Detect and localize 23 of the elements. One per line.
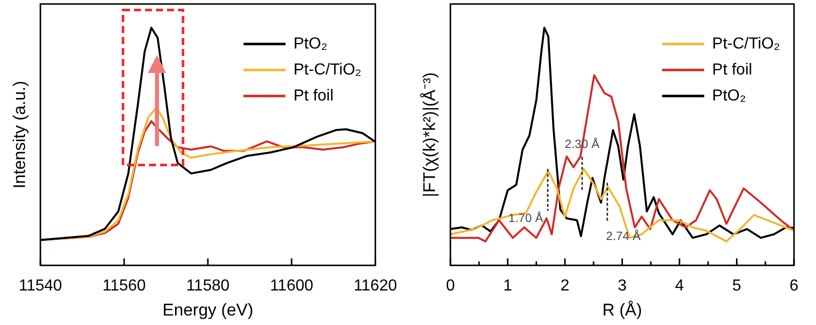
legend-label: PtO₂ xyxy=(712,87,746,104)
x-tick-label: 3 xyxy=(618,277,627,294)
x-tick-label: 1 xyxy=(503,277,512,294)
x-tick-label: 0 xyxy=(446,277,455,294)
legend-label: Pt-C/TiO₂ xyxy=(712,35,780,52)
x-tick-label: 4 xyxy=(675,277,684,294)
x-tick-label: 11560 xyxy=(102,277,146,294)
legend-label: PtO₂ xyxy=(294,35,328,52)
x-tick-label: 11540 xyxy=(18,277,62,294)
x-tick-label: 11600 xyxy=(270,277,314,294)
x-tick-label: 11620 xyxy=(354,277,398,294)
annotation: 1.70 Å xyxy=(508,211,544,226)
y-axis-title: Intensity (a.u.) xyxy=(10,80,29,189)
x-tick-label: 5 xyxy=(732,277,742,294)
x-axis-title: Energy (eV) xyxy=(162,300,254,320)
x-tick-label: 6 xyxy=(790,277,799,294)
legend-label: Pt foil xyxy=(294,87,334,104)
x-axis-title: R (Å) xyxy=(602,300,642,320)
x-tick-label: 2 xyxy=(560,277,570,294)
legend-label: Pt-C/TiO₂ xyxy=(294,61,362,78)
legend-label: Pt foil xyxy=(712,61,752,78)
x-tick-label: 11580 xyxy=(186,277,230,294)
y-axis-title: |FT(χ(k)*k²)|(Å⁻³) xyxy=(420,72,439,198)
